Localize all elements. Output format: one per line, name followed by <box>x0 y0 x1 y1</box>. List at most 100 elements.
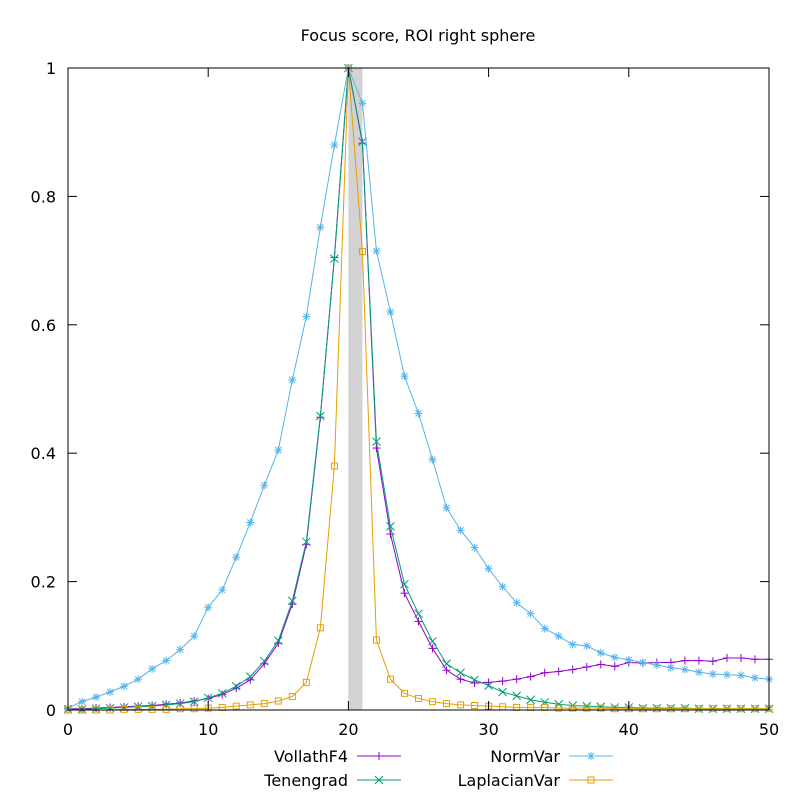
data-point-vollathf4 <box>680 656 689 665</box>
data-point-laplacianvar <box>611 705 619 713</box>
data-point-normvar <box>652 661 661 670</box>
data-point-vollathf4 <box>582 662 591 671</box>
legend-label: NormVar <box>490 747 560 766</box>
data-point-tenengrad <box>512 691 521 701</box>
series-laplacianvar <box>64 64 773 714</box>
legend-label: VollathF4 <box>274 747 348 766</box>
data-point-normvar <box>484 564 493 573</box>
data-point-vollathf4 <box>708 657 717 666</box>
data-point-laplacianvar <box>429 698 437 706</box>
data-point-tenengrad <box>316 411 325 421</box>
legend-entry-laplacianvar: LaplacianVar <box>458 771 613 790</box>
data-point-laplacianvar <box>709 705 717 713</box>
data-point-normvar <box>638 658 647 667</box>
data-point-laplacianvar <box>751 705 759 713</box>
legend-entry-tenengrad: Tenengrad <box>263 771 401 790</box>
data-point-normvar <box>708 670 717 679</box>
series-layer <box>63 63 774 714</box>
data-point-vollathf4 <box>596 660 605 669</box>
data-point-laplacianvar <box>583 704 591 712</box>
y-tick-label: 1 <box>46 59 56 78</box>
axis-layer: 0 10 20 30 40 50 0 0.2 0.4 0.6 0.8 1 <box>31 59 780 739</box>
data-point-tenengrad <box>189 697 199 707</box>
data-point-vollathf4 <box>456 675 465 684</box>
series-vollathf4 <box>64 64 773 713</box>
data-point-tenengrad <box>526 695 536 705</box>
data-point-laplacianvar <box>358 248 366 256</box>
highlight-band-layer <box>348 68 363 710</box>
data-point-normvar <box>470 543 479 552</box>
data-point-normvar <box>330 141 339 150</box>
chart-title: Focus score, ROI right sphere <box>301 26 536 45</box>
data-point-vollathf4 <box>428 644 437 653</box>
data-point-normvar <box>120 682 129 691</box>
data-point-normvar <box>260 481 269 490</box>
data-point-vollathf4 <box>442 666 451 675</box>
data-point-normvar <box>596 648 605 657</box>
data-point-normvar <box>176 645 185 654</box>
data-point-laplacianvar <box>555 704 563 712</box>
data-point-vollathf4 <box>526 672 535 681</box>
data-point-normvar <box>568 640 577 649</box>
data-point-laplacianvar <box>400 689 408 697</box>
data-point-normvar <box>582 641 591 650</box>
data-point-normvar <box>722 670 731 679</box>
data-point-laplacianvar <box>134 705 142 713</box>
data-point-normvar <box>694 668 703 677</box>
data-point-normvar <box>442 503 451 512</box>
data-point-laplacianvar <box>148 705 156 713</box>
data-point-normvar <box>316 223 325 232</box>
data-point-normvar <box>372 246 381 255</box>
data-point-normvar <box>554 632 563 641</box>
data-point-tenengrad <box>372 437 381 446</box>
data-point-normvar <box>540 624 549 633</box>
data-point-laplacianvar <box>695 705 703 713</box>
data-point-normvar <box>526 609 535 618</box>
data-point-laplacianvar <box>316 624 324 632</box>
data-point-laplacianvar <box>176 705 184 713</box>
data-point-laplacianvar <box>330 462 338 470</box>
data-point-tenengrad <box>217 688 227 698</box>
data-point-normvar <box>218 585 227 594</box>
data-point-vollathf4 <box>232 684 241 693</box>
data-point-laplacianvar <box>162 705 170 713</box>
data-point-laplacianvar <box>723 705 731 713</box>
data-point-laplacianvar <box>443 700 451 708</box>
data-point-normvar <box>680 665 689 674</box>
highlight-band <box>348 68 363 710</box>
data-point-tenengrad <box>231 681 241 691</box>
data-point-laplacianvar <box>639 705 647 713</box>
data-point-vollathf4 <box>372 444 381 453</box>
data-point-vollathf4 <box>498 677 507 686</box>
data-point-normvar <box>386 307 395 316</box>
data-point-normvar <box>148 664 157 673</box>
y-tick-label: 0.8 <box>31 187 56 206</box>
data-point-vollathf4 <box>736 653 745 662</box>
data-point-tenengrad <box>259 656 269 666</box>
data-point-tenengrad <box>358 137 367 147</box>
data-point-laplacianvar <box>260 700 268 708</box>
data-point-normvar <box>162 656 171 665</box>
data-point-laplacianvar <box>681 705 689 713</box>
legend-swatch-marker <box>375 752 383 760</box>
data-point-tenengrad <box>400 579 409 589</box>
data-point-vollathf4 <box>400 589 409 598</box>
data-point-tenengrad <box>414 609 423 619</box>
data-point-normvar <box>736 671 745 680</box>
y-tick-label: 0.2 <box>31 573 56 592</box>
data-point-normvar <box>274 445 283 454</box>
data-point-laplacianvar <box>232 702 240 710</box>
data-point-tenengrad <box>456 668 465 678</box>
series-normvar <box>64 64 773 713</box>
data-point-tenengrad <box>330 254 339 264</box>
data-point-normvar <box>456 526 465 535</box>
data-point-laplacianvar <box>120 705 128 713</box>
data-point-tenengrad <box>484 681 493 690</box>
y-tick-label: 0.6 <box>31 316 56 335</box>
legend-label: Tenengrad <box>263 771 348 790</box>
plot-frame <box>67 67 770 711</box>
data-point-laplacianvar <box>415 694 422 702</box>
data-point-tenengrad <box>245 672 255 681</box>
data-point-laplacianvar <box>302 678 310 686</box>
